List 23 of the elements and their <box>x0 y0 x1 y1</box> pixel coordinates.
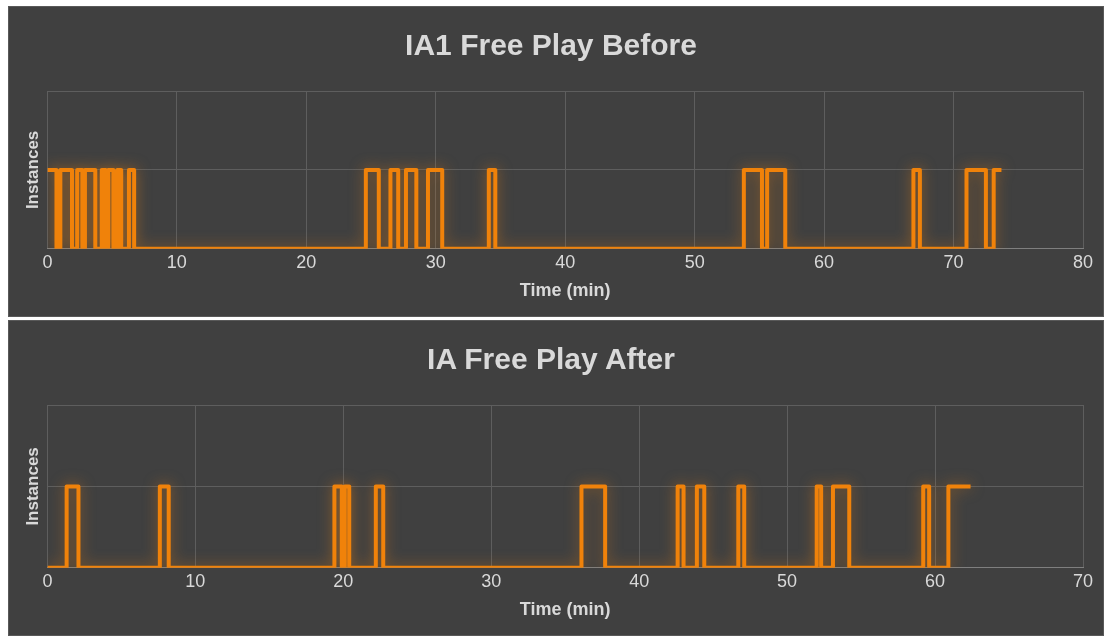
x-tick-label: 40 <box>629 570 650 591</box>
x-tick-label: 60 <box>814 251 835 272</box>
x-tick-label: 20 <box>333 570 354 591</box>
x-tick-label: 10 <box>166 251 187 272</box>
x-tick-label: 70 <box>943 251 964 272</box>
x-tick-label: 80 <box>1072 251 1094 272</box>
x-tick-label: 0 <box>42 570 53 591</box>
chart-title: IA Free Play After <box>427 342 676 376</box>
y-axis-title: Instances <box>22 130 42 210</box>
x-tick-label: 50 <box>684 251 705 272</box>
y-axis-title: Instances <box>22 447 42 526</box>
x-tick-label: 30 <box>425 251 446 272</box>
x-axis-title: Time (min) <box>519 599 611 620</box>
x-tick-label: 20 <box>296 251 317 272</box>
x-tick-label: 60 <box>925 570 946 591</box>
x-tick-label: 50 <box>777 570 798 591</box>
chart-title: IA1 Free Play Before <box>405 28 697 62</box>
x-tick-label: 10 <box>185 570 206 591</box>
x-tick-label: 40 <box>555 251 576 272</box>
x-tick-label: 30 <box>481 570 502 591</box>
x-tick-label: 70 <box>1072 570 1094 591</box>
x-axis-title: Time (min) <box>519 280 611 301</box>
x-tick-label: 0 <box>42 251 53 272</box>
